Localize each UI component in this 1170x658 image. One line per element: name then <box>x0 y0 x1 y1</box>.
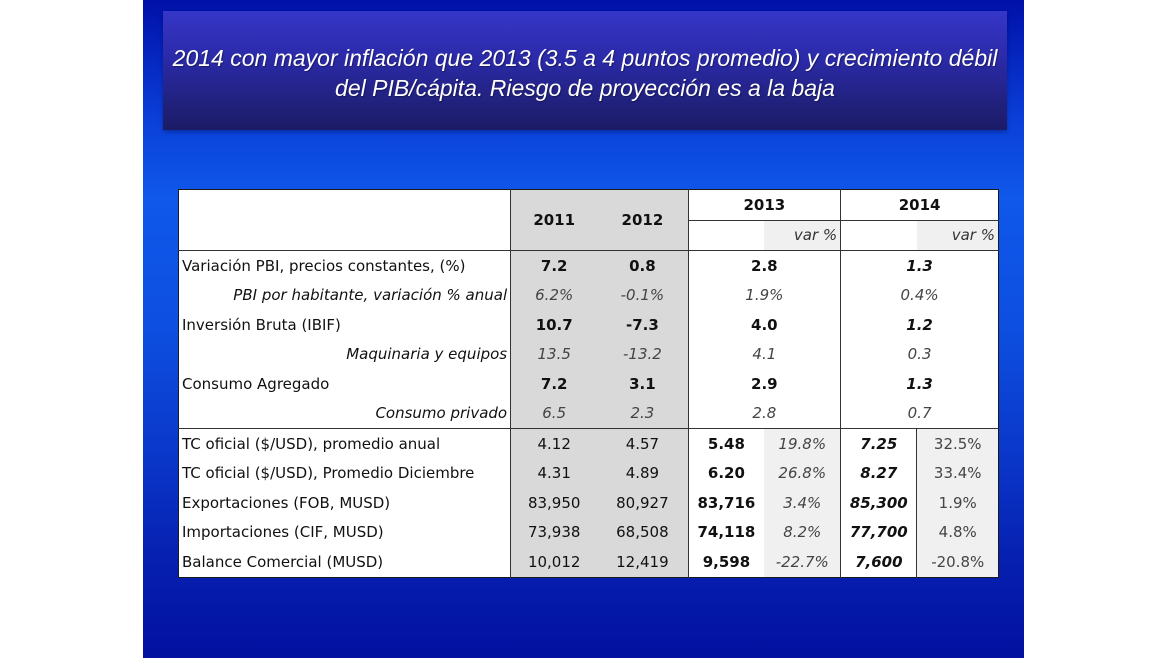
cell-2014: 1.2 <box>840 310 999 340</box>
table-row: Balance Comercial (MUSD) 10,012 12,419 9… <box>179 547 999 577</box>
cell-2014: 85,300 <box>840 488 917 518</box>
cell-2011: 10.7 <box>510 310 598 340</box>
cell-2012: -7.3 <box>597 310 689 340</box>
cell-2014: 7,600 <box>840 547 917 577</box>
cell-2012: 3.1 <box>597 369 689 399</box>
header-2013-var: var % <box>764 220 841 251</box>
cell-2013-var: 26.8% <box>764 458 841 488</box>
cell-2013: 6.20 <box>687 458 765 488</box>
cell-2013: 9,598 <box>687 547 765 577</box>
cell-2011: 6.5 <box>510 398 598 429</box>
cell-2012: -0.1% <box>597 280 689 310</box>
cell-2011: 83,950 <box>510 488 598 518</box>
row-label: Consumo Agregado <box>182 374 330 393</box>
cell-2011: 7.2 <box>510 369 598 399</box>
table-row: Consumo privado 6.5 2.3 2.8 0.7 <box>178 398 999 429</box>
slide: 2014 con mayor inflación que 2013 (3.5 a… <box>143 0 1024 658</box>
table-row: Inversión Bruta (IBIF) 10.7 -7.3 4.0 1.2 <box>179 310 999 340</box>
cell-2013-var: 8.2% <box>764 517 841 547</box>
header-row-var: var % var % <box>179 220 999 251</box>
header-row-years: 2011 2012 2013 2014 <box>178 189 999 251</box>
table-row: Importaciones (CIF, MUSD) 73,938 68,508 … <box>179 517 999 547</box>
cell-2012: 80,927 <box>597 488 689 518</box>
header-2013: 2013 <box>687 189 841 221</box>
cell-2012: 0.8 <box>597 250 689 281</box>
header-2014: 2014 <box>840 189 999 221</box>
cell-2013: 74,118 <box>687 517 765 547</box>
cell-2013: 5.48 <box>687 428 765 459</box>
header-2012: 2012 <box>597 189 689 251</box>
cell-2014-var: 1.9% <box>916 488 999 518</box>
cell-2011: 4.12 <box>510 428 598 459</box>
cell-2011: 73,938 <box>510 517 598 547</box>
header-2014-var: var % <box>916 220 999 251</box>
cell-2011: 6.2% <box>510 280 598 310</box>
cell-2014-var: 33.4% <box>916 458 999 488</box>
cell-2012: 4.89 <box>597 458 689 488</box>
economic-indicators-table: 2011 2012 2013 2014 var % var % Variació… <box>178 189 999 578</box>
cell-2013: 1.9% <box>687 280 841 310</box>
row-label: Exportaciones (FOB, MUSD) <box>182 493 391 512</box>
cell-2012: 68,508 <box>597 517 689 547</box>
cell-2013: 2.9 <box>687 369 841 399</box>
cell-2014-var: -20.8% <box>916 547 999 577</box>
cell-2014-var: 4.8% <box>916 517 999 547</box>
cell-2013: 4.1 <box>687 339 841 369</box>
header-2014-value <box>840 220 917 251</box>
cell-2011: 7.2 <box>510 250 598 281</box>
table-row: Maquinaria y equipos 13.5 -13.2 4.1 0.3 <box>179 339 999 369</box>
cell-2014: 1.3 <box>840 250 999 281</box>
row-label: Consumo privado <box>178 398 511 429</box>
table-row: Exportaciones (FOB, MUSD) 83,950 80,927 … <box>179 488 999 518</box>
cell-2011: 4.31 <box>510 458 598 488</box>
header-2013-value <box>687 220 765 251</box>
header-label-cell <box>178 189 511 251</box>
cell-2013: 2.8 <box>687 398 841 429</box>
cell-2012: 4.57 <box>597 428 689 459</box>
cell-2011: 13.5 <box>510 339 598 369</box>
cell-2012: -13.2 <box>597 339 689 369</box>
cell-2013-var: 19.8% <box>764 428 841 459</box>
cell-2011: 10,012 <box>510 547 598 577</box>
table-row: TC oficial ($/USD), Promedio Diciembre 4… <box>179 458 999 488</box>
cell-2014: 77,700 <box>840 517 917 547</box>
header-2011: 2011 <box>510 189 598 251</box>
cell-2014: 0.4% <box>840 280 999 310</box>
row-label: PBI por habitante, variación % anual <box>233 286 508 305</box>
cell-2014: 8.27 <box>840 458 917 488</box>
row-label: Balance Comercial (MUSD) <box>182 552 384 571</box>
cell-2014: 0.3 <box>840 339 999 369</box>
row-label: Maquinaria y equipos <box>346 345 508 364</box>
row-label: Variación PBI, precios constantes, (%) <box>182 256 466 275</box>
row-label: Inversión Bruta (IBIF) <box>182 315 341 334</box>
row-label: TC oficial ($/USD), promedio anual <box>182 434 441 453</box>
cell-2013: 2.8 <box>687 250 841 281</box>
table-row: TC oficial ($/USD), promedio anual 4.12 … <box>179 428 999 459</box>
cell-2013-var: 3.4% <box>764 488 841 518</box>
slide-title: 2014 con mayor inflación que 2013 (3.5 a… <box>172 44 998 101</box>
title-box: 2014 con mayor inflación que 2013 (3.5 a… <box>163 11 1007 130</box>
cell-2014: 1.3 <box>840 369 999 399</box>
table-row: Variación PBI, precios constantes, (%) 7… <box>179 250 999 281</box>
table-row: Consumo Agregado 7.2 3.1 2.9 1.3 <box>179 369 999 399</box>
cell-2012: 12,419 <box>597 547 689 577</box>
table-row: PBI por habitante, variación % anual 6.2… <box>179 280 999 310</box>
cell-2013: 83,716 <box>687 488 765 518</box>
cell-2014: 7.25 <box>840 428 917 459</box>
row-label: Importaciones (CIF, MUSD) <box>182 523 384 542</box>
cell-2014-var: 32.5% <box>916 428 999 459</box>
cell-2014: 0.7 <box>840 398 999 429</box>
cell-2012: 2.3 <box>597 398 689 429</box>
cell-2013-var: -22.7% <box>764 547 841 577</box>
row-label: TC oficial ($/USD), Promedio Diciembre <box>182 464 475 483</box>
cell-2013: 4.0 <box>687 310 841 340</box>
